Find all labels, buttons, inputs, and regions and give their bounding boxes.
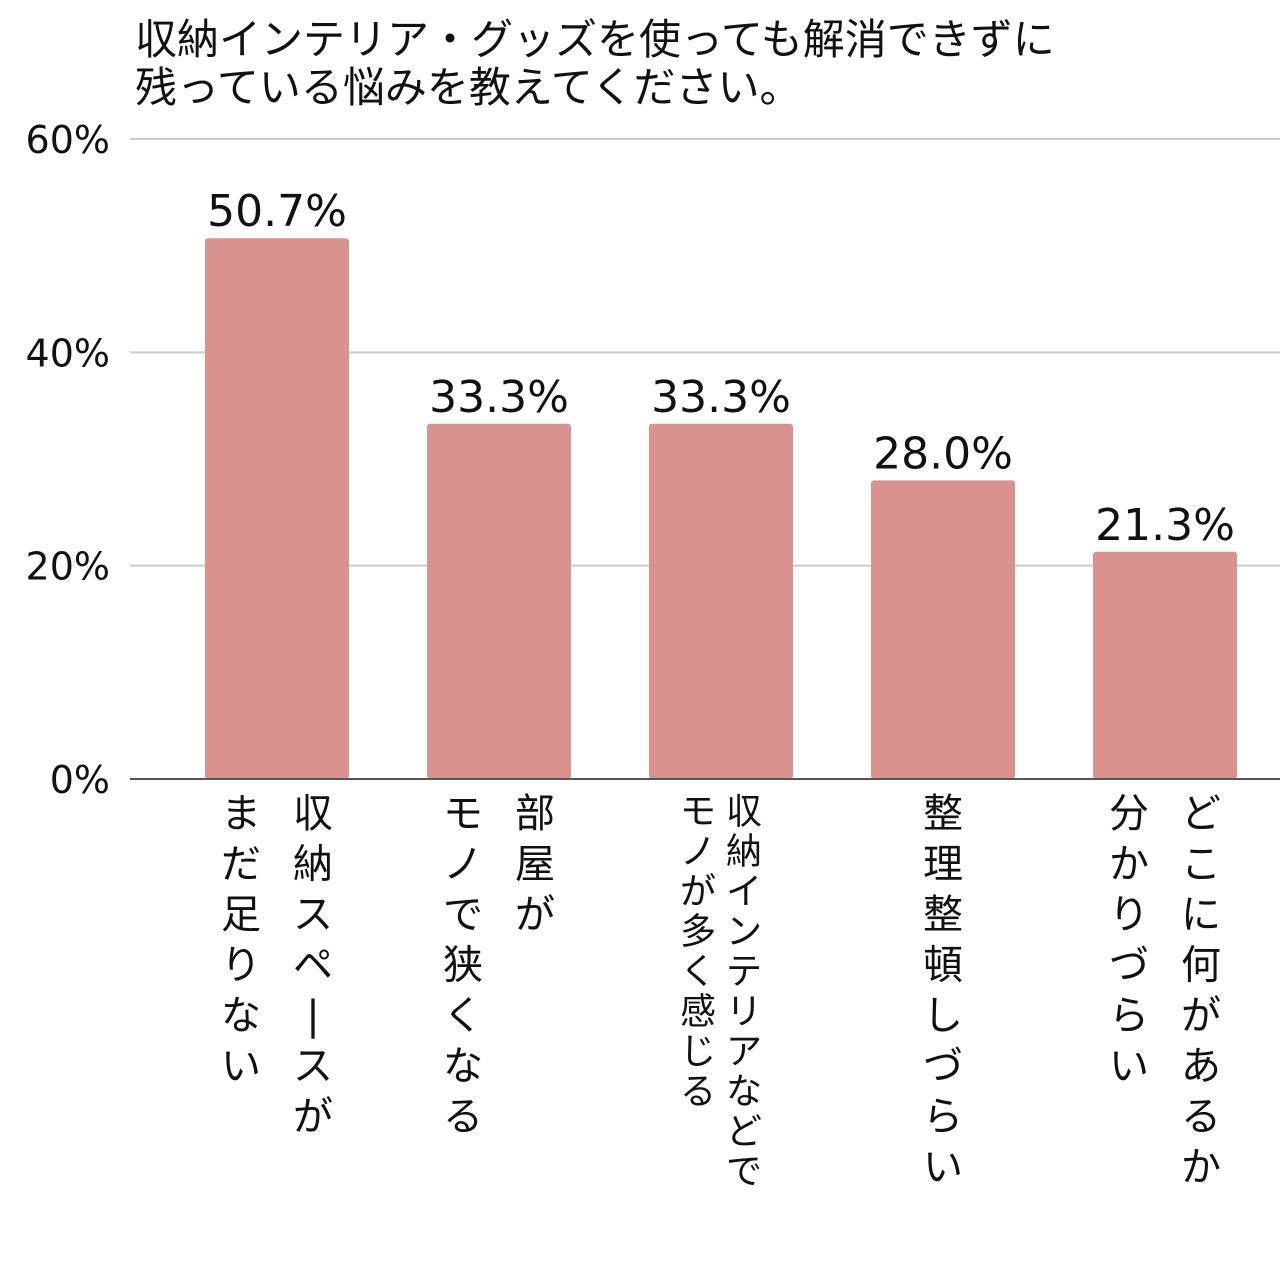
bars: [205, 238, 1237, 779]
category-label-column: 整理整頓しづらい: [923, 791, 963, 1190]
category-label-column: 部屋が: [515, 791, 555, 938]
data-label: 28.0%: [873, 428, 1013, 479]
category-label-column: 分かりづらい: [1109, 791, 1149, 1089]
category-label-column: まだ足りない: [221, 791, 261, 1089]
bar: [649, 423, 793, 779]
bar: [427, 423, 571, 779]
bar: [205, 238, 349, 779]
y-tick-label: 60%: [26, 118, 110, 162]
bar: [871, 480, 1015, 779]
y-axis-tick-labels: 0% 20% 40% 60%: [26, 118, 110, 802]
data-label: 21.3%: [1095, 500, 1235, 551]
category-label-column: モノで狭くなる: [443, 791, 483, 1140]
category-label-column: 収納スペ|スが: [293, 791, 333, 1140]
category-label-column: モノが多く感じる: [680, 792, 716, 1113]
data-label: 33.3%: [651, 372, 791, 423]
y-tick-label: 0%: [50, 758, 110, 802]
category-label-column: どこに何があるか: [1181, 791, 1221, 1190]
chart-title-line-1: 収納インテリア・グッズを使っても解消できずに: [135, 15, 1055, 64]
category-label: 整理整頓しづらい: [923, 791, 963, 1190]
value-labels: 50.7% 33.3% 33.3% 28.0% 21.3%: [207, 186, 1235, 551]
data-label: 50.7%: [207, 186, 347, 237]
chart-title-line-2: 残っている悩みを教えてください。: [135, 63, 802, 112]
bar: [1093, 551, 1237, 779]
data-label: 33.3%: [429, 372, 569, 423]
category-labels: 収納スペ|スがまだ足りない部屋がモノで狭くなる収納インテリアなどでモノが多く感じ…: [221, 791, 1221, 1192]
y-tick-label: 20%: [26, 545, 110, 589]
y-tick-label: 40%: [26, 331, 110, 375]
chart-title: 収納インテリア・グッズを使っても解消できずに 残っている悩みを教えてください。: [135, 15, 1055, 112]
category-label-column: 収納インテリアなどで: [726, 792, 762, 1193]
